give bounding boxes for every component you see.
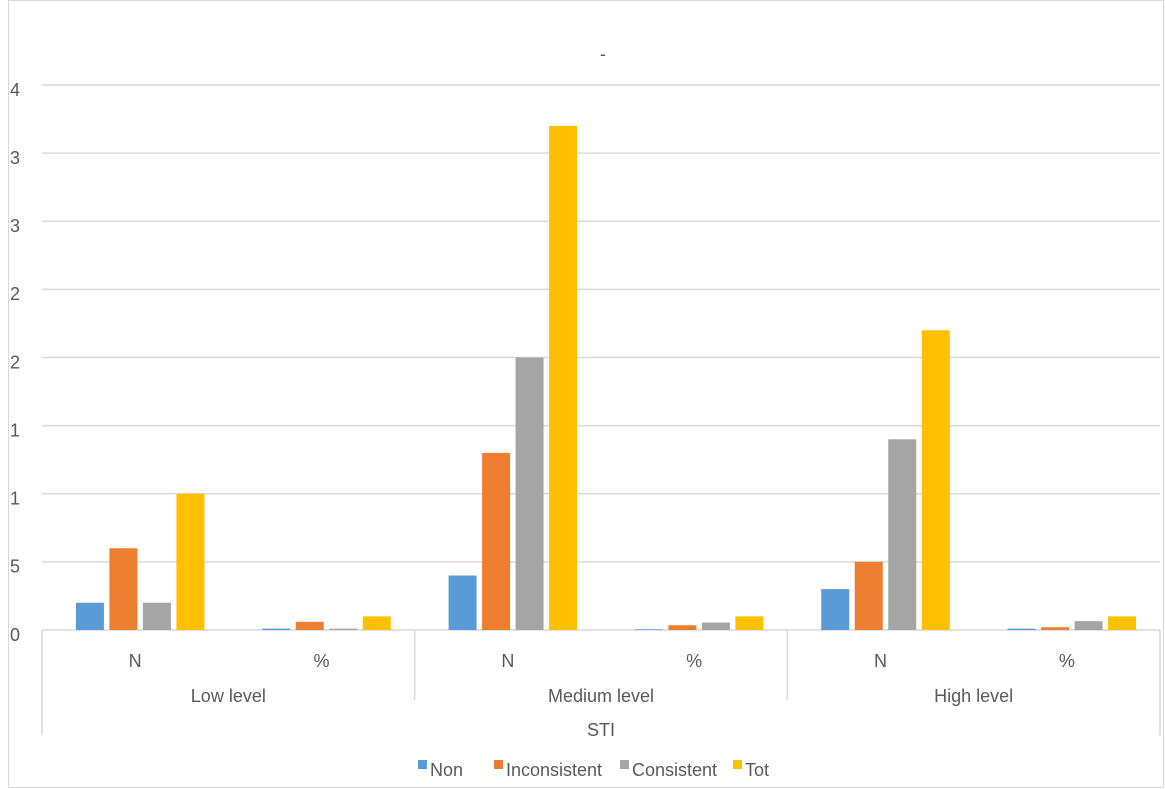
bar bbox=[515, 357, 544, 630]
y-tick-label: 2 bbox=[10, 284, 20, 304]
bar bbox=[735, 616, 764, 630]
y-tick-label: 2 bbox=[10, 352, 20, 372]
x-group-label: High level bbox=[934, 686, 1013, 706]
legend-swatch bbox=[494, 760, 503, 769]
bar bbox=[668, 625, 697, 630]
bar bbox=[482, 452, 511, 630]
bar bbox=[1074, 621, 1103, 630]
x-tick-label: N bbox=[129, 651, 142, 671]
bar bbox=[701, 622, 730, 630]
x-tick-label: N bbox=[874, 651, 887, 671]
x-group-label: Medium level bbox=[548, 686, 654, 706]
x-tick-label: N bbox=[501, 651, 514, 671]
x-tick-label: % bbox=[313, 651, 329, 671]
bar bbox=[549, 125, 578, 630]
bar bbox=[1007, 628, 1036, 630]
bar bbox=[75, 602, 104, 630]
y-tick-label: 3 bbox=[10, 216, 20, 236]
x-tick-label: % bbox=[686, 651, 702, 671]
legend-swatch bbox=[620, 760, 629, 769]
bar bbox=[854, 561, 883, 630]
bar bbox=[448, 575, 477, 630]
x-group-label: Low level bbox=[191, 686, 266, 706]
bar bbox=[1108, 616, 1137, 630]
bar bbox=[329, 628, 358, 630]
legend-label: Consistent bbox=[632, 760, 717, 780]
y-tick-label: 1 bbox=[10, 489, 20, 509]
legend-swatch bbox=[733, 760, 742, 769]
x-tick-label: % bbox=[1059, 651, 1075, 671]
y-tick-label: 0 bbox=[10, 625, 20, 645]
bar bbox=[362, 616, 391, 630]
y-tick-label: 3 bbox=[10, 148, 20, 168]
chart-frame bbox=[8, 0, 1164, 788]
y-tick-label: 4 bbox=[10, 80, 20, 100]
bar bbox=[821, 589, 850, 630]
bar bbox=[262, 628, 291, 630]
bar bbox=[634, 629, 663, 630]
legend-swatch bbox=[418, 760, 427, 769]
x-axis-title: STI bbox=[587, 720, 615, 740]
bar bbox=[109, 548, 138, 630]
legend-label: Tot bbox=[745, 760, 769, 780]
chart-title: - bbox=[600, 44, 606, 64]
bar bbox=[295, 621, 324, 630]
y-tick-label: 1 bbox=[10, 420, 20, 440]
bar bbox=[888, 439, 917, 630]
y-tick-label: 5 bbox=[10, 557, 20, 577]
bar bbox=[176, 493, 205, 630]
bar bbox=[921, 330, 950, 630]
bar bbox=[1041, 627, 1070, 630]
bar bbox=[142, 602, 171, 630]
legend-label: Non bbox=[430, 760, 463, 780]
legend-label: Inconsistent bbox=[506, 760, 602, 780]
